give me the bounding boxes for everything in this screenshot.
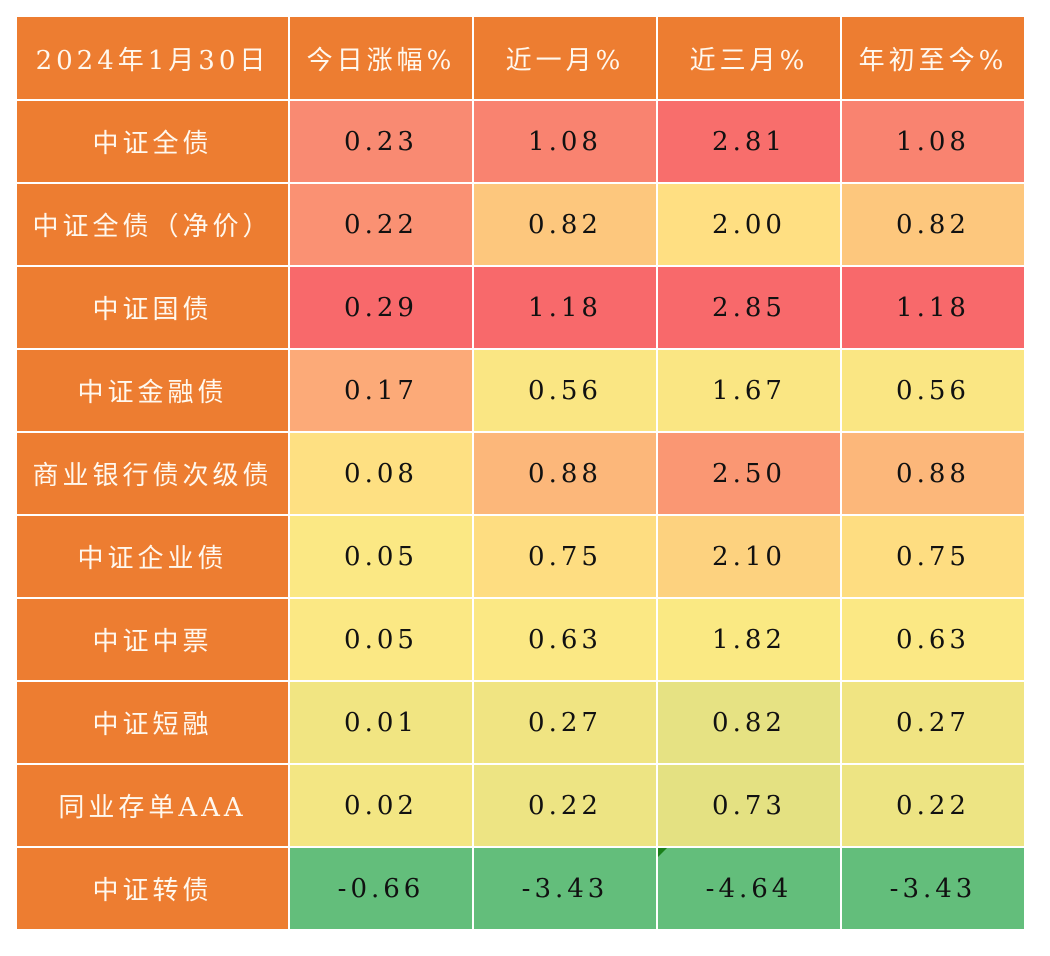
value-cell[interactable]: 2.50 [656, 431, 842, 516]
row-label[interactable]: 中证金融债 [15, 348, 290, 433]
table-row: 中证全债 0.23 1.08 2.81 1.08 [15, 99, 1026, 184]
value-cell[interactable]: 0.88 [840, 431, 1026, 516]
value-cell[interactable]: 0.56 [840, 348, 1026, 433]
value-cell[interactable]: 1.82 [656, 597, 842, 682]
value-cell[interactable]: 0.02 [288, 763, 474, 848]
value-cell[interactable]: -3.43 [472, 846, 658, 931]
value-cell[interactable]: 0.22 [472, 763, 658, 848]
value-cell[interactable]: 1.18 [840, 265, 1026, 350]
error-indicator-icon [658, 848, 667, 857]
value-cell[interactable]: -0.66 [288, 846, 474, 931]
value-cell[interactable]: 1.08 [472, 99, 658, 184]
col-header-ytd[interactable]: 年初至今% [840, 15, 1026, 101]
value-cell[interactable]: 0.73 [656, 763, 842, 848]
value-cell[interactable]: 2.81 [656, 99, 842, 184]
value-cell[interactable]: 1.18 [472, 265, 658, 350]
value-cell[interactable]: 1.67 [656, 348, 842, 433]
value-cell[interactable]: 0.05 [288, 514, 474, 599]
value-cell[interactable]: 0.22 [840, 763, 1026, 848]
date-header[interactable]: 2024年1月30日 [15, 15, 290, 101]
value-cell[interactable]: 0.56 [472, 348, 658, 433]
value-cell[interactable]: 0.63 [840, 597, 1026, 682]
row-label[interactable]: 同业存单AAA [15, 763, 290, 848]
table-row: 中证全债（净价） 0.22 0.82 2.00 0.82 [15, 182, 1026, 267]
value-cell[interactable]: 2.85 [656, 265, 842, 350]
col-header-1m[interactable]: 近一月% [472, 15, 658, 101]
value-cell[interactable]: 2.10 [656, 514, 842, 599]
value-cell[interactable]: 0.82 [656, 680, 842, 765]
value-cell[interactable]: 0.29 [288, 265, 474, 350]
table-row: 中证金融债 0.17 0.56 1.67 0.56 [15, 348, 1026, 433]
table-row: 中证国债 0.29 1.18 2.85 1.18 [15, 265, 1026, 350]
table-row: 中证企业债 0.05 0.75 2.10 0.75 [15, 514, 1026, 599]
value-cell[interactable]: 2.00 [656, 182, 842, 267]
value-cell[interactable]: 0.75 [840, 514, 1026, 599]
bond-index-returns-table: 2024年1月30日 今日涨幅% 近一月% 近三月% 年初至今% 中证全债 0.2… [15, 15, 1026, 931]
value-cell[interactable]: 0.17 [288, 348, 474, 433]
value-cell[interactable]: 0.88 [472, 431, 658, 516]
value-cell[interactable]: 0.08 [288, 431, 474, 516]
row-label[interactable]: 中证转债 [15, 846, 290, 931]
value-cell[interactable]: 0.82 [840, 182, 1026, 267]
value-cell[interactable]: 0.82 [472, 182, 658, 267]
value-cell[interactable]: 0.01 [288, 680, 474, 765]
value-cell[interactable]: -3.43 [840, 846, 1026, 931]
value-cell[interactable]: 0.23 [288, 99, 474, 184]
table-row: 中证转债 -0.66 -3.43 -4.64 -3.43 [15, 846, 1026, 931]
value-cell[interactable]: 0.05 [288, 597, 474, 682]
value-cell[interactable]: 0.75 [472, 514, 658, 599]
col-header-today[interactable]: 今日涨幅% [288, 15, 474, 101]
table-row: 中证短融 0.01 0.27 0.82 0.27 [15, 680, 1026, 765]
value-cell[interactable]: 1.08 [840, 99, 1026, 184]
col-header-3m[interactable]: 近三月% [656, 15, 842, 101]
row-label[interactable]: 中证全债 [15, 99, 290, 184]
value-cell[interactable]: 0.63 [472, 597, 658, 682]
header-row: 2024年1月30日 今日涨幅% 近一月% 近三月% 年初至今% [15, 15, 1026, 101]
row-label[interactable]: 中证全债（净价） [15, 182, 290, 267]
table-row: 中证中票 0.05 0.63 1.82 0.63 [15, 597, 1026, 682]
table-row: 商业银行债次级债 0.08 0.88 2.50 0.88 [15, 431, 1026, 516]
row-label[interactable]: 中证中票 [15, 597, 290, 682]
row-label[interactable]: 中证国债 [15, 265, 290, 350]
row-label[interactable]: 中证企业债 [15, 514, 290, 599]
row-label[interactable]: 商业银行债次级债 [15, 431, 290, 516]
value-cell[interactable]: 0.27 [840, 680, 1026, 765]
value-cell[interactable]: -4.64 [656, 846, 842, 931]
table-row: 同业存单AAA 0.02 0.22 0.73 0.22 [15, 763, 1026, 848]
value-cell[interactable]: 0.27 [472, 680, 658, 765]
value-text: -4.64 [705, 873, 793, 904]
row-label[interactable]: 中证短融 [15, 680, 290, 765]
value-cell[interactable]: 0.22 [288, 182, 474, 267]
